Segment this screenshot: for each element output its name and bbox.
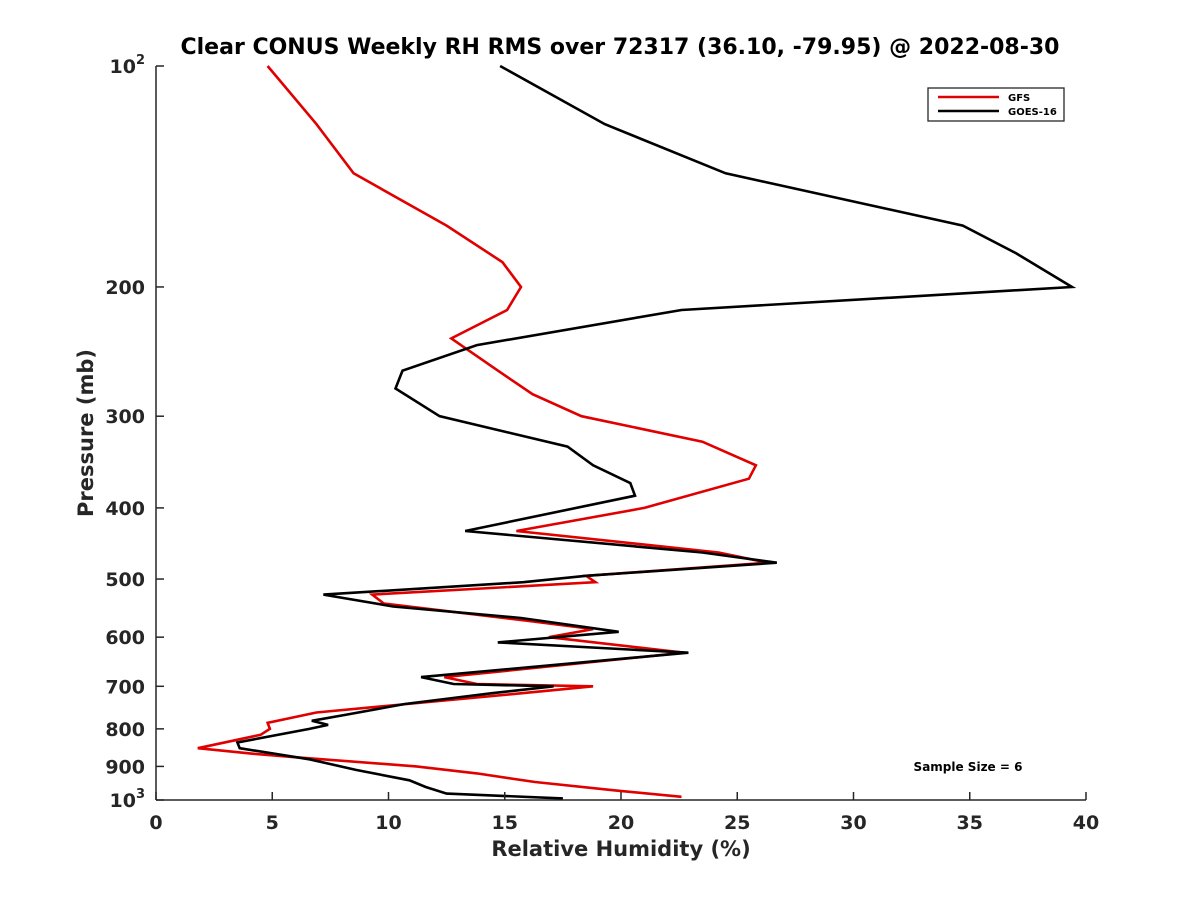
x-tick-label: 30: [840, 812, 866, 834]
y-tick-label: 600: [105, 627, 145, 649]
x-tick-label: 25: [724, 812, 750, 834]
y-tick-label: 400: [105, 498, 145, 520]
y-tick-label: 300: [105, 406, 145, 428]
y-tick-label: 800: [105, 719, 145, 741]
y-tick-label: 200: [105, 277, 145, 299]
x-tick-label: 15: [492, 812, 518, 834]
x-tick-label: 5: [266, 812, 279, 834]
series-line-gfs: [197, 65, 768, 799]
plot-background: [156, 66, 1086, 800]
series-line-goes-16: [235, 64, 1077, 800]
y-tick-label: 500: [105, 569, 145, 591]
axes: 0 5 10 15 20 25 30 35 40102200300400500600700800…: [105, 53, 1099, 834]
legend-label: GFS: [1008, 93, 1030, 104]
chart-title: Clear CONUS Weekly RH RMS over 72317 (36…: [181, 35, 1060, 60]
sample-size-annotation: Sample Size = 6: [914, 760, 1023, 774]
legend-label: GOES-16: [1008, 107, 1057, 118]
y-axis-label: Pressure (mb): [74, 349, 98, 517]
x-axis-label: Relative Humidity (%): [491, 837, 750, 861]
plot-area: [156, 66, 1086, 800]
legend: GFS GOES-16: [927, 87, 1065, 122]
x-tick-label: 20: [608, 812, 634, 834]
x-tick-label: 10: [375, 812, 401, 834]
x-tick-label: 40: [1073, 812, 1099, 834]
legend-box: [927, 87, 1065, 122]
y-tick-label: 700: [105, 676, 145, 698]
y-tick-label: 900: [105, 756, 145, 778]
series-lines: [197, 64, 1077, 800]
x-tick-label: 35: [957, 812, 983, 834]
x-tick-label: 0: [149, 812, 162, 834]
